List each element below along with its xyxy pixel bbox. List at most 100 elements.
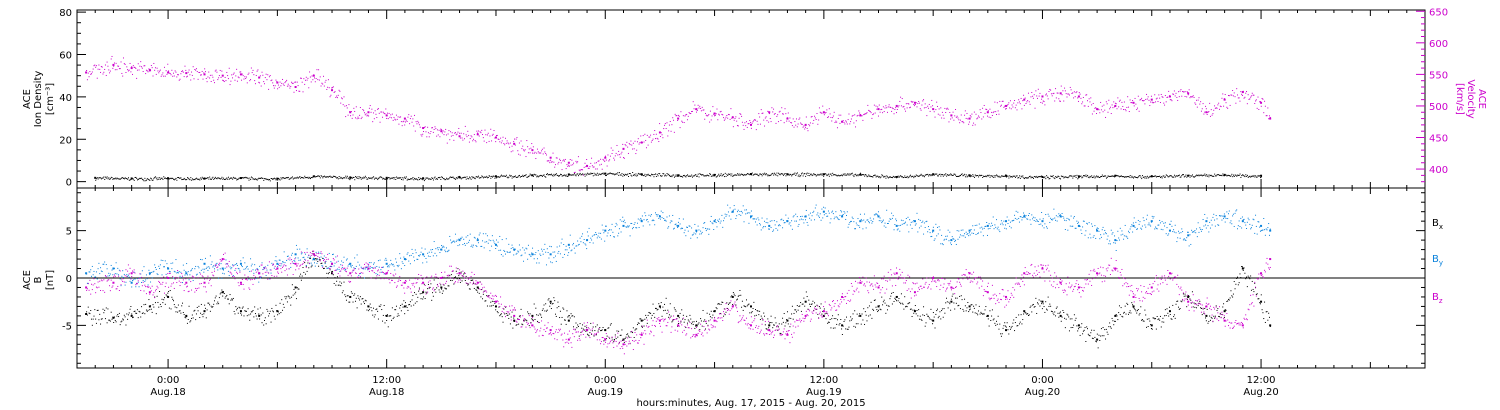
density-sample [1183,176,1185,178]
bx-sample [866,320,868,322]
bx-sample [1141,319,1143,321]
density-sample [496,177,498,179]
by-sample [218,264,220,266]
bx-sample [1085,340,1087,342]
velocity-sample [241,73,243,75]
by-sample [103,263,105,265]
density-sample [583,173,585,175]
bx-sample [1199,300,1201,302]
density-sample [1037,177,1039,179]
density-sample [343,177,345,179]
density-sample [634,175,636,177]
bx-sample [598,328,600,330]
velocity-sample [648,136,650,138]
density-sample [282,177,284,179]
by-sample [395,261,397,263]
bx-sample [947,307,949,309]
bx-point [731,295,734,298]
velocity-sample [400,116,402,118]
velocity-sample [1053,92,1055,94]
velocity-point [531,149,534,152]
density-sample [847,174,849,176]
bx-sample [562,307,564,309]
density-sample [449,176,451,178]
velocity-sample [875,105,877,107]
density-sample [733,174,735,176]
density-sample [511,177,513,179]
density-sample [500,174,502,176]
velocity-sample [574,171,576,173]
velocity-sample [166,73,168,75]
density-sample [453,177,455,179]
density-sample [362,178,364,180]
velocity-sample [639,142,641,144]
bx-sample [777,326,779,328]
bx-sample [630,331,632,333]
density-sample [1196,175,1198,177]
bx-sample [462,275,464,277]
bx-point [786,319,789,322]
velocity-sample [392,119,394,121]
velocity-sample [538,152,540,154]
velocity-sample [439,136,441,138]
bx-sample [952,293,954,295]
bx-sample [1071,318,1073,320]
velocity-sample [422,133,424,135]
bx-sample [581,327,583,329]
velocity-sample [157,70,159,72]
density-sample [686,175,688,177]
bx-sample [1059,312,1061,314]
velocity-sample [475,141,477,143]
velocity-sample [279,81,281,83]
velocity-sample [109,72,111,74]
velocity-sample [300,77,302,79]
bx-sample [575,322,577,324]
bx-sample [419,293,421,295]
velocity-sample [1178,96,1180,98]
density-sample [200,178,202,180]
velocity-sample [179,78,181,80]
bx-sample [1241,266,1243,268]
velocity-sample [463,133,465,135]
density-sample [438,177,440,179]
density-sample [337,178,339,180]
velocity-sample [966,112,968,114]
velocity-sample [1184,95,1186,97]
by-point [677,224,680,227]
density-sample [270,178,272,180]
velocity-sample [659,135,661,137]
by-point [440,248,443,251]
density-sample [346,177,348,179]
velocity-sample [94,64,96,66]
density-sample [1130,177,1132,179]
density-sample [897,175,899,177]
velocity-sample [164,75,166,77]
density-sample [576,173,578,175]
velocity-sample [149,70,151,72]
density-sample [533,173,535,175]
velocity-sample [283,84,285,86]
bx-sample [405,305,407,307]
velocity-sample [737,125,739,127]
density-sample [728,173,730,175]
density-sample [191,179,193,181]
bx-sample [234,313,236,315]
density-sample [978,176,980,178]
density-sample [801,173,803,175]
by-sample [121,275,123,277]
by-sample [387,265,389,267]
velocity-sample [381,111,383,113]
density-sample [913,177,915,179]
by-sample [283,251,285,253]
by-sample [212,266,214,268]
bx-sample [718,303,720,305]
bx-sample [397,313,399,315]
density-sample [887,177,889,179]
bx-sample [273,315,275,317]
bx-sample [310,266,312,268]
velocity-sample [989,108,991,110]
velocity-sample [1200,110,1202,112]
density-sample [887,176,889,178]
density-sample [771,173,773,175]
bx-sample [618,342,620,344]
